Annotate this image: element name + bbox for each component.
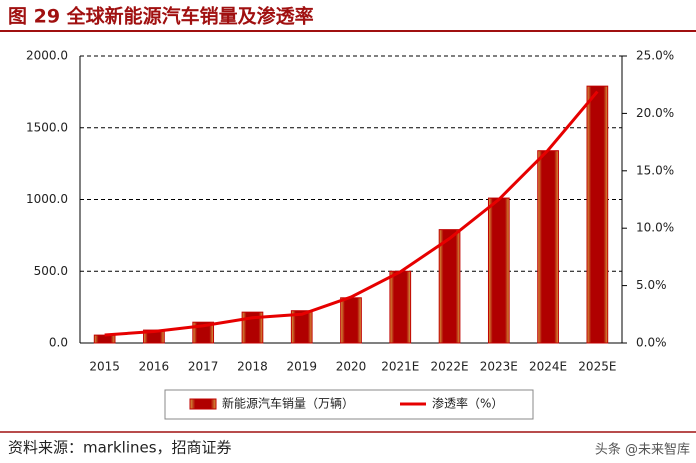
watermark: 头条 @未来智库	[595, 442, 690, 458]
y-tick-label: 1000.0	[26, 192, 68, 206]
chart-title: 图 29 全球新能源汽车销量及渗透率	[8, 5, 314, 28]
bar	[340, 297, 362, 344]
bar	[537, 150, 559, 344]
legend-box	[164, 389, 534, 420]
x-tick-label: 2015	[89, 360, 120, 374]
legend-label: 新能源汽车销量（万辆）	[222, 396, 354, 411]
y-tick-label: 0.0	[49, 336, 68, 350]
y2-tick-label: 0.0%	[636, 336, 667, 350]
x-tick-label: 2021E	[381, 360, 419, 374]
y2-tick-label: 10.0%	[636, 221, 674, 235]
x-tick-label: 2024E	[529, 360, 567, 374]
bar	[290, 310, 313, 344]
x-tick-label: 2019	[286, 360, 317, 374]
line	[104, 90, 599, 337]
legend-label: 渗透率（%）	[432, 396, 503, 411]
y2-tick-label: 25.0%	[636, 49, 674, 63]
bar	[586, 85, 609, 344]
x-tick-label: 2025E	[578, 360, 616, 374]
source-note: 资料来源：marklines，招商证券	[8, 439, 232, 457]
y2-tick-label: 15.0%	[636, 163, 674, 177]
y-tick-label: 2000.0	[26, 49, 68, 63]
x-tick-label: 2018	[237, 360, 268, 374]
y2-tick-label: 20.0%	[636, 106, 674, 120]
x-tick-label: 2023E	[480, 360, 518, 374]
y-tick-label: 500.0	[34, 264, 68, 278]
bar	[93, 334, 116, 344]
bar	[438, 229, 461, 344]
bar	[487, 197, 510, 344]
y2-tick-label: 5.0%	[636, 278, 667, 292]
x-tick-label: 2016	[139, 360, 170, 374]
bar	[389, 270, 412, 344]
legend-swatch	[189, 398, 217, 410]
y-tick-label: 1500.0	[26, 120, 68, 134]
x-tick-label: 2022E	[430, 360, 468, 374]
x-tick-label: 2017	[188, 360, 219, 374]
x-tick-label: 2020	[336, 360, 367, 374]
